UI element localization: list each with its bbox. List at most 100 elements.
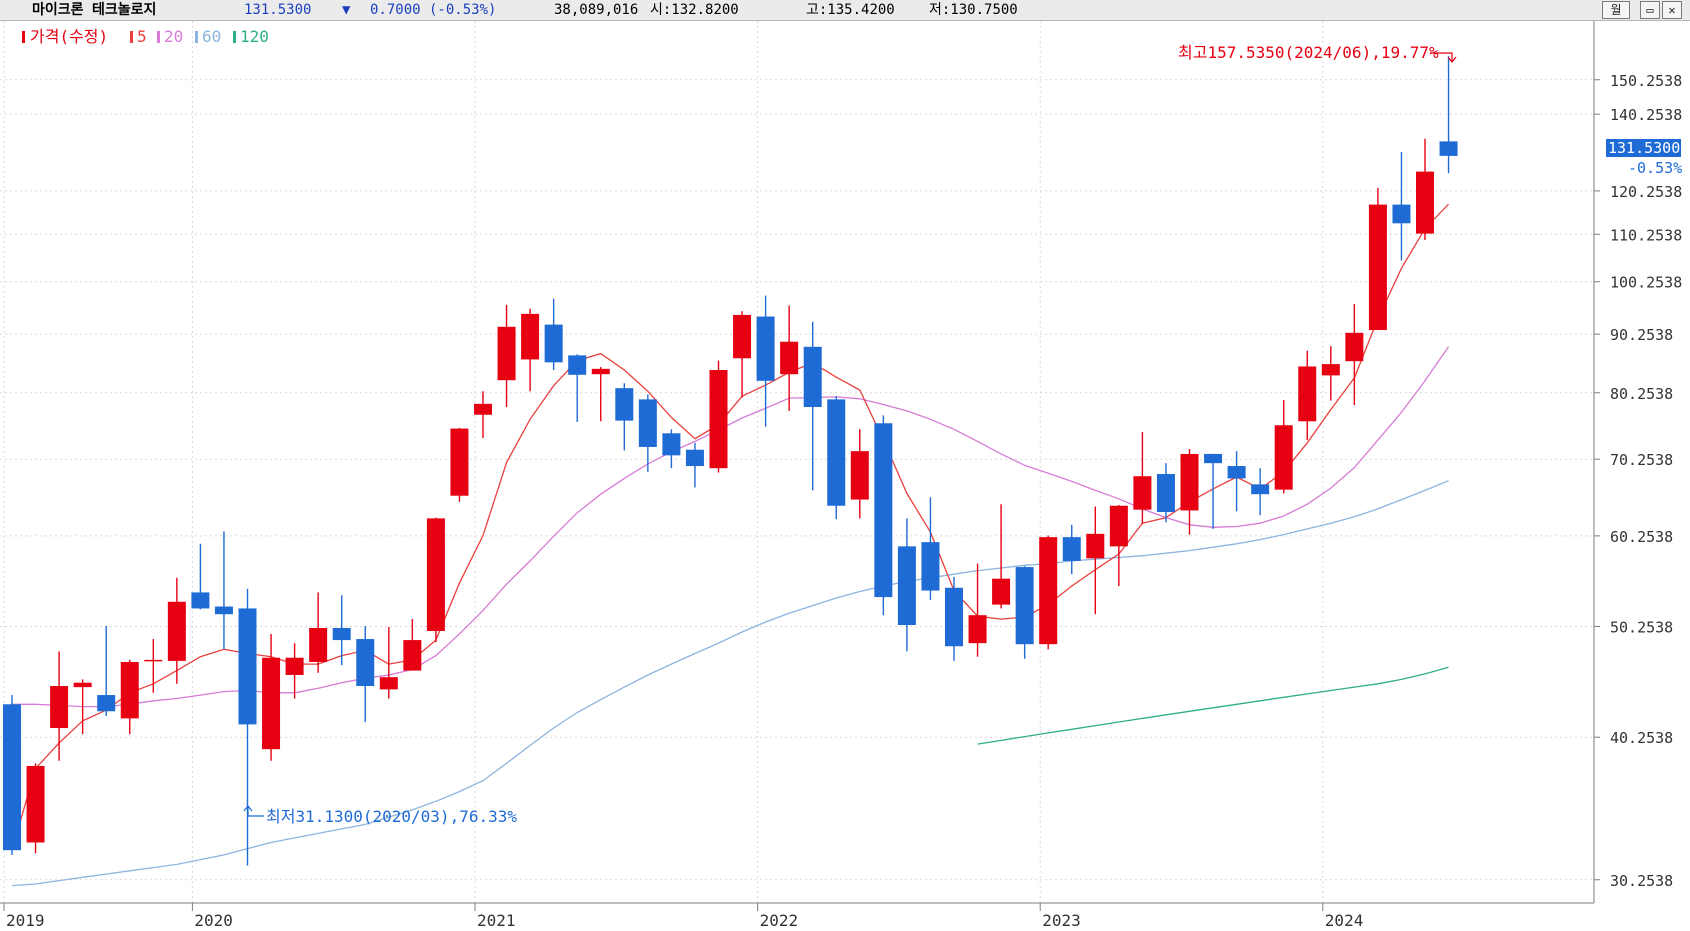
candle: [756, 295, 775, 427]
x-tick-label: 2020: [194, 911, 233, 930]
candle-body: [332, 627, 351, 641]
candle: [167, 577, 186, 684]
candles: [3, 56, 1458, 866]
candle-body: [874, 423, 893, 598]
top-bar: 마이크론 테크놀로지 131.5300 ▼ 0.7000 (-0.53%) 38…: [0, 0, 1690, 21]
candle-body: [827, 399, 846, 506]
candle-body: [733, 314, 752, 359]
candle-body: [992, 578, 1011, 605]
candle-body: [638, 399, 657, 447]
candle-body: [1015, 567, 1034, 645]
y-tick-label: 100.2538: [1610, 274, 1682, 292]
candle: [1133, 431, 1152, 525]
candle-body: [685, 449, 704, 467]
candle: [780, 305, 799, 411]
legend-ma20-swatch: [157, 31, 160, 43]
high-annotation-arrow-icon: [1430, 52, 1453, 61]
candle-body: [1133, 476, 1152, 510]
x-tick-label: 2021: [477, 911, 516, 930]
period-button[interactable]: 월: [1602, 1, 1630, 19]
candle: [262, 633, 281, 761]
legend-ma20: 20: [164, 27, 183, 46]
candle-body: [214, 606, 233, 615]
candle-body: [945, 587, 963, 647]
candle: [1204, 453, 1223, 529]
down-arrow-icon: ▼: [342, 2, 351, 18]
current-price: 131.5300: [244, 2, 312, 18]
candle-body: [968, 615, 987, 644]
y-tick-label: 80.2538: [1610, 385, 1673, 403]
y-tick-label: 30.2538: [1610, 872, 1673, 890]
candle-body: [803, 346, 822, 408]
y-tick-label: 50.2538: [1610, 618, 1673, 636]
candle: [897, 518, 916, 652]
candle: [638, 394, 657, 472]
candle-body: [97, 695, 116, 712]
ma20-line: [12, 346, 1450, 708]
candle: [3, 695, 21, 855]
low-annotation: 최저31.1300(2020/03),76.33%: [266, 807, 517, 826]
candle: [309, 592, 328, 673]
volume: 38,089,016: [554, 2, 639, 18]
candle: [1416, 138, 1434, 240]
candle: [1439, 56, 1458, 174]
candle-body: [850, 451, 869, 500]
x-tick-label: 2019: [6, 911, 45, 930]
legend-ma5-swatch: [130, 31, 133, 43]
current-change-label: -0.53%: [1628, 159, 1682, 177]
candle-body: [1298, 366, 1317, 422]
legend-ma60-swatch: [195, 31, 198, 43]
x-tick-label: 2022: [760, 911, 799, 930]
candle-body: [521, 313, 540, 360]
candle: [733, 311, 752, 398]
candle: [615, 383, 634, 451]
candle: [1180, 449, 1199, 535]
candle: [1109, 504, 1128, 586]
candle-body: [262, 657, 281, 750]
candle: [874, 415, 893, 616]
x-axis: 2019 2020 2021 2022 2023 2024: [3, 903, 1363, 930]
candle-body: [120, 661, 139, 719]
legend-price-swatch: [22, 31, 25, 43]
candle: [191, 543, 210, 610]
ma120-line: [977, 666, 1449, 745]
candle-body: [1227, 466, 1246, 479]
candle-body: [1204, 453, 1223, 464]
candle: [1086, 506, 1105, 615]
open-price: 시:132.8200: [650, 2, 739, 18]
candle-body: [1368, 204, 1387, 331]
candle-body: [1180, 453, 1199, 511]
grid: [0, 21, 1594, 903]
candle: [1251, 468, 1270, 516]
candle: [827, 396, 846, 520]
candle-body: [1345, 332, 1364, 362]
candle-body: [238, 608, 257, 725]
restore-icon[interactable]: ▭: [1640, 1, 1660, 19]
candle-body: [544, 324, 563, 363]
candle-body: [356, 639, 375, 687]
candle: [992, 504, 1011, 609]
candle: [26, 763, 45, 854]
candle: [1298, 350, 1317, 441]
x-tick-label: 2023: [1042, 911, 1081, 930]
y-tick-label: 90.2538: [1610, 326, 1673, 344]
candle-body: [3, 704, 21, 851]
y-tick-label: 40.2538: [1610, 729, 1673, 747]
low-annotation-arrowhead-icon: [243, 805, 253, 812]
candle-body: [1156, 474, 1175, 513]
candle-body: [780, 341, 799, 375]
candle: [120, 659, 139, 735]
y-tick-label: 140.2538: [1610, 106, 1682, 124]
candle: [591, 367, 610, 422]
candle-body: [474, 403, 492, 415]
y-tick-label: 60.2538: [1610, 528, 1673, 546]
candle-body: [709, 370, 728, 469]
candle-body: [1392, 204, 1411, 224]
high-annotation-arrowhead-icon: [1447, 56, 1457, 63]
close-icon[interactable]: ✕: [1662, 1, 1682, 19]
candle: [50, 651, 69, 761]
candle-body: [1086, 533, 1105, 559]
legend-ma120: 120: [240, 27, 269, 46]
candle-body: [50, 686, 69, 729]
candle: [921, 497, 940, 600]
